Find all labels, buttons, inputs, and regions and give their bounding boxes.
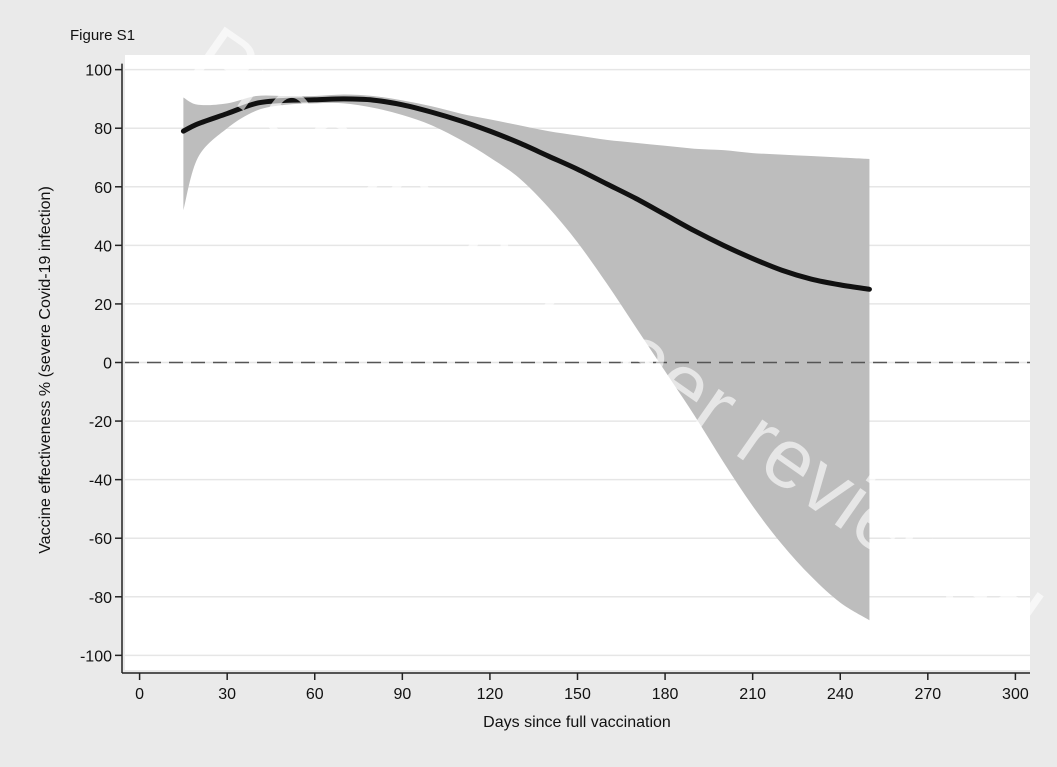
- x-tick-label: 90: [393, 686, 411, 703]
- y-tick-label: 0: [103, 356, 112, 373]
- y-tick-label: -20: [89, 414, 112, 431]
- y-tick-label: -80: [89, 590, 112, 607]
- y-tick-label: -60: [89, 531, 112, 548]
- x-tick-label: 120: [477, 686, 504, 703]
- x-tick-label: 0: [135, 686, 144, 703]
- confidence-band: [183, 94, 870, 621]
- y-tick-label: 40: [94, 238, 112, 255]
- y-tick-label: 100: [85, 63, 112, 80]
- y-tick-labels: 100 80 60 40 20 0 -20 -40 -60 -80 -100: [80, 63, 112, 666]
- x-tick-label: 240: [827, 686, 854, 703]
- axes: [115, 63, 1030, 680]
- x-axis-title: Days since full vaccination: [483, 714, 671, 731]
- estimate-line: [180, 96, 872, 292]
- x-tick-labels: 0 30 60 90 120 150 180 210 240 270 300: [135, 686, 1029, 703]
- y-tick-label: 60: [94, 180, 112, 197]
- y-axis-title: Vaccine effectiveness % (severe Covid-19…: [37, 186, 54, 554]
- x-tick-label: 150: [564, 686, 591, 703]
- y-tick-label: 80: [94, 121, 112, 138]
- confidence-band-layer: [183, 94, 870, 621]
- figure-label: Figure S1: [70, 27, 135, 44]
- y-tick-label: -100: [80, 648, 112, 665]
- y-tick-label: -40: [89, 473, 112, 490]
- x-tick-label: 300: [1002, 686, 1029, 703]
- x-tick-label: 210: [739, 686, 766, 703]
- x-tick-label: 30: [218, 686, 236, 703]
- estimate-line-layer: [180, 96, 872, 292]
- x-tick-label: 270: [914, 686, 941, 703]
- x-tick-label: 60: [306, 686, 324, 703]
- y-tick-label: 20: [94, 297, 112, 314]
- x-tick-label: 180: [652, 686, 679, 703]
